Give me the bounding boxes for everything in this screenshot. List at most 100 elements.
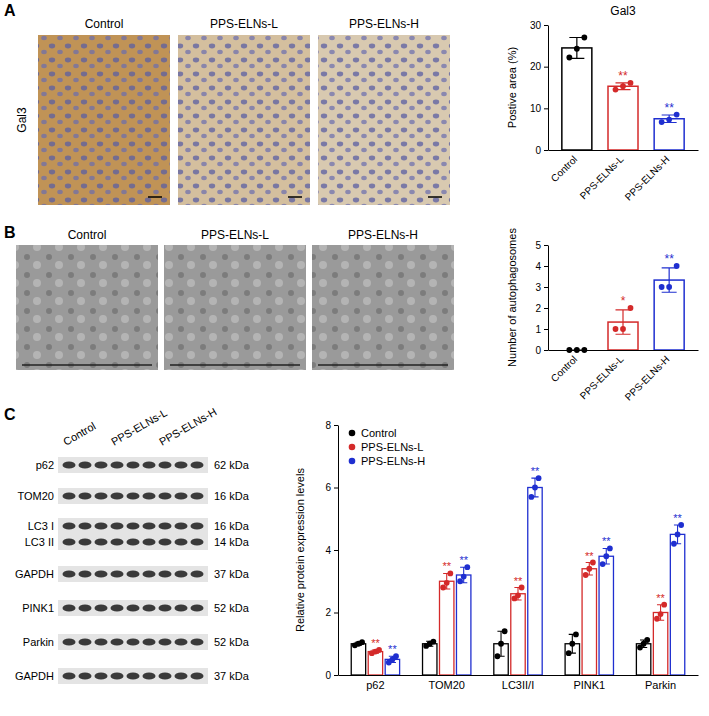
x-tick: Control <box>549 350 580 384</box>
bar <box>608 322 638 350</box>
x-tick-label: PINK1 <box>573 679 605 691</box>
blot-row <box>58 600 208 616</box>
data-point <box>566 55 572 61</box>
significance-label: ** <box>602 535 611 547</box>
y-tick: 10 <box>530 103 548 114</box>
blot-label: p62 <box>36 459 54 471</box>
y-tick-mark <box>544 245 548 246</box>
data-point <box>659 119 665 125</box>
x-tick: PPS-ELNs-H <box>623 350 672 403</box>
bar <box>456 575 470 675</box>
panel-letter: B <box>4 224 16 241</box>
blot-label: PINK1 <box>22 602 54 614</box>
data-point <box>675 531 681 537</box>
legend-item: Control <box>349 427 397 439</box>
data-point <box>573 631 579 637</box>
y-tick-label: 3 <box>535 282 541 293</box>
blot-row <box>58 457 208 473</box>
bar <box>653 613 667 676</box>
data-point <box>515 592 521 598</box>
x-tick-label: Control <box>549 354 580 385</box>
y-tick: 4 <box>325 545 338 556</box>
significance-label: ** <box>664 101 674 115</box>
data-point <box>359 639 365 645</box>
bar <box>599 556 613 675</box>
blot-kda: 37 kDa <box>214 670 250 682</box>
tem-image <box>16 245 158 370</box>
y-axis-title: Number of autophagosomes <box>506 228 518 367</box>
x-tick-label: PPS-ELNs-H <box>623 154 672 203</box>
chart: ********************02468p62TOM20LC3II/I… <box>294 420 699 691</box>
y-tick-mark <box>544 150 548 151</box>
x-tick-label: Parkin <box>645 679 676 691</box>
data-point <box>671 541 677 547</box>
lane-group-label: Control <box>61 420 98 448</box>
y-tick: 0 <box>535 345 548 356</box>
y-axis-title: Relative protein expression levels <box>294 468 306 632</box>
blot-label: Parkin <box>23 636 54 648</box>
y-axis-line <box>338 426 339 676</box>
plot-area <box>566 263 684 353</box>
data-point <box>495 653 501 659</box>
x-tick-label: PPS-ELNs-H <box>623 354 672 403</box>
bar <box>608 86 638 150</box>
bar <box>439 581 453 675</box>
x-tick-label: LC3II/I <box>502 679 534 691</box>
y-tick-label: 6 <box>325 482 331 493</box>
error-bar <box>531 478 538 497</box>
data-point <box>674 112 680 118</box>
x-tick-label: PPS-ELNs-L <box>578 153 626 201</box>
data-point <box>528 494 534 500</box>
data-point <box>581 35 587 41</box>
y-tick-mark <box>544 25 548 26</box>
row-label: Gal3 <box>15 107 29 133</box>
panel-letter: A <box>4 2 16 19</box>
x-axis-line <box>549 150 699 151</box>
blot-kda: 37 kDa <box>214 568 250 580</box>
data-point <box>583 572 589 578</box>
tem-image <box>312 245 454 370</box>
y-axis: 02468 <box>325 420 338 681</box>
data-point <box>603 553 609 559</box>
image-label: PPS-ELNs-L <box>210 17 278 31</box>
data-point <box>502 628 508 634</box>
legend: ControlPPS-ELNs-LPPS-ELNs-H <box>349 427 426 467</box>
x-tick: LC3II/I <box>502 675 534 691</box>
y-tick-mark <box>544 350 548 351</box>
y-tick-mark <box>544 329 548 330</box>
x-axis-line <box>549 350 699 351</box>
legend-marker <box>349 430 356 437</box>
ihc-image <box>178 35 310 205</box>
bar <box>670 534 684 675</box>
data-point <box>659 284 665 290</box>
data-point <box>628 305 634 311</box>
legend-marker <box>349 458 356 465</box>
error-bar <box>497 631 504 656</box>
bar <box>423 644 437 675</box>
bar <box>528 488 542 676</box>
blot-kda: 14 kDa <box>214 536 250 548</box>
significance-label: ** <box>371 637 380 649</box>
y-axis: 0 1 2 3 4 5 <box>535 240 548 356</box>
y-tick-label: 2 <box>535 303 541 314</box>
data-point <box>666 284 672 290</box>
y-tick-mark <box>544 266 548 267</box>
significance-label: ** <box>531 465 540 477</box>
x-tick-label: p62 <box>366 679 384 691</box>
y-tick: 0 <box>535 145 548 156</box>
y-tick-label: 1 <box>535 324 541 335</box>
data-point <box>620 326 626 332</box>
lane-group-label: PPS-ELNs-H <box>157 405 219 448</box>
ihc-image <box>318 35 450 205</box>
plot-area <box>351 475 685 675</box>
y-tick-mark <box>334 550 338 551</box>
significance-label: ** <box>514 575 523 587</box>
legend-label: PPS-ELNs-H <box>361 455 425 467</box>
data-point <box>654 616 660 622</box>
y-tick: 1 <box>535 324 548 335</box>
y-tick-label: 4 <box>535 261 541 272</box>
figure: AGal3ControlPPS-ELNs-LPPS-ELNs-HBControl… <box>0 0 709 716</box>
error-bar <box>569 634 576 653</box>
y-tick-label: 30 <box>530 20 542 31</box>
y-tick: 5 <box>535 240 548 251</box>
